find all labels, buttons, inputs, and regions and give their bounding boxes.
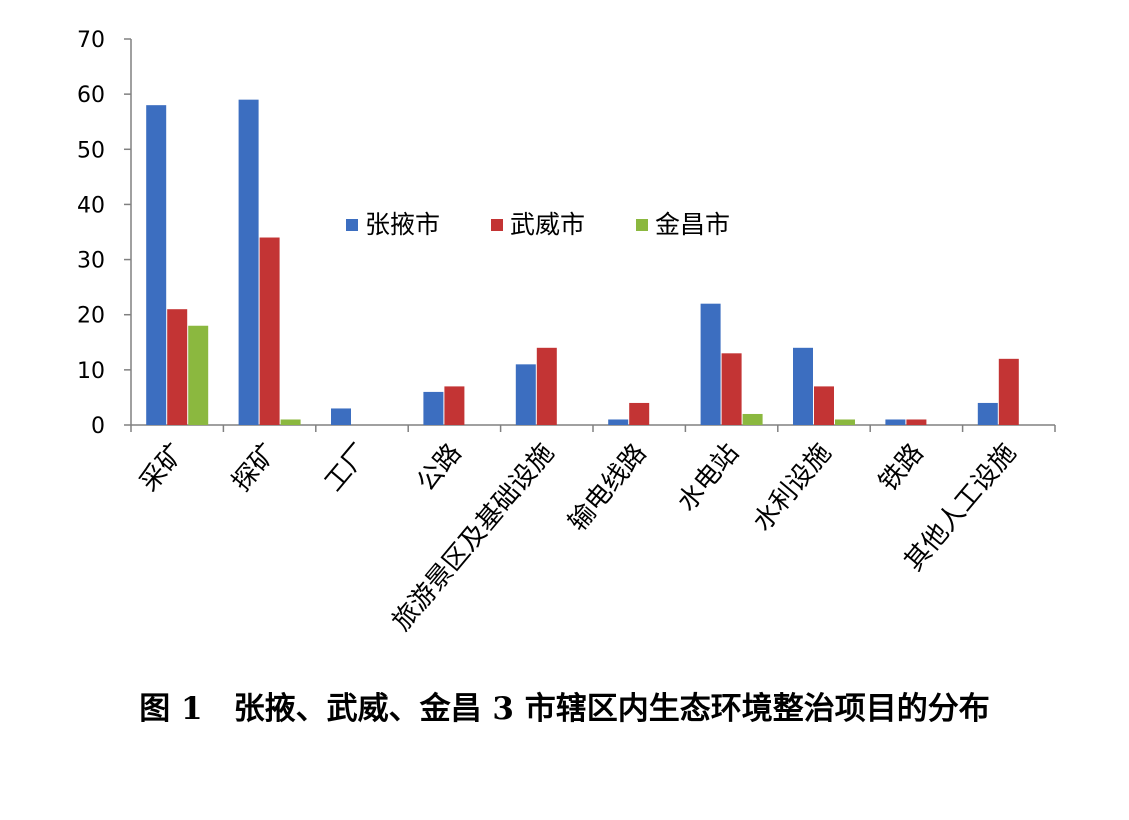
bar <box>423 391 444 425</box>
bar <box>629 402 650 425</box>
y-tick-label: 50 <box>77 138 105 163</box>
bar <box>167 309 188 425</box>
x-category-label: 公路 <box>411 438 467 497</box>
bar <box>146 105 167 426</box>
x-category-label: 工厂 <box>319 438 375 497</box>
bar <box>906 419 927 425</box>
x-category-label: 水利设施 <box>748 438 838 537</box>
y-tick-label: 0 <box>91 414 105 439</box>
x-category-label: 铁路 <box>873 438 929 497</box>
bar <box>793 347 813 425</box>
x-axis <box>130 424 1056 432</box>
y-tick-label: 30 <box>77 249 105 274</box>
bar <box>536 347 557 425</box>
legend-label: 武威市 <box>510 210 585 239</box>
bar <box>515 364 536 425</box>
bar <box>188 325 209 425</box>
bar <box>700 303 721 425</box>
bars <box>146 99 1019 426</box>
bar <box>998 358 1019 425</box>
x-category-label: 旅游景区及基础设施 <box>387 438 560 637</box>
y-axis: 0 10 20 30 40 50 60 70 <box>77 28 132 439</box>
bar <box>885 419 906 425</box>
x-category-label: 输电线路 <box>563 438 653 537</box>
bar <box>742 413 763 425</box>
x-category-label: 水电站 <box>672 438 745 517</box>
legend-swatch <box>636 219 648 231</box>
bar <box>721 353 742 425</box>
y-tick-label: 10 <box>77 359 105 384</box>
legend-label: 金昌市 <box>655 210 730 239</box>
bar <box>259 237 280 425</box>
bar <box>444 386 465 425</box>
figure-caption: 图 1 张掖、武威、金昌 3 市辖区内生态环境整治项目的分布 <box>139 691 990 727</box>
legend-swatch <box>491 219 503 231</box>
bar <box>608 419 629 425</box>
legend-label: 张掖市 <box>365 210 440 239</box>
bar <box>331 408 351 425</box>
y-tick-label: 70 <box>77 28 105 53</box>
bar <box>977 402 998 425</box>
bar <box>238 99 259 426</box>
y-tick-label: 40 <box>77 193 105 218</box>
bar <box>835 419 855 425</box>
legend-swatch <box>346 219 358 231</box>
bar <box>814 386 834 425</box>
x-category-label: 探矿 <box>227 438 283 497</box>
x-category-label: 采矿 <box>134 438 190 497</box>
y-tick-label: 20 <box>77 304 105 329</box>
y-tick-label: 60 <box>77 83 105 108</box>
legend: 张掖市 武威市 金昌市 <box>346 210 730 239</box>
bar <box>280 419 301 425</box>
